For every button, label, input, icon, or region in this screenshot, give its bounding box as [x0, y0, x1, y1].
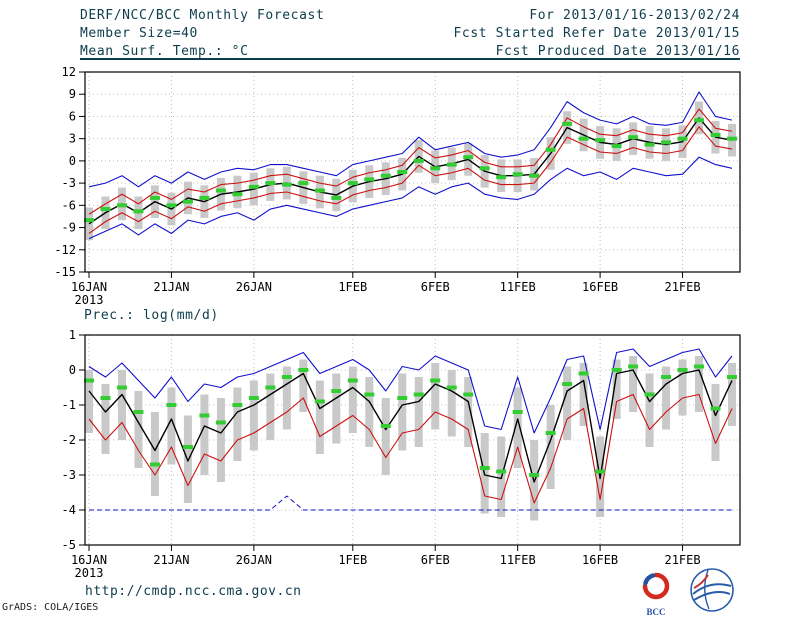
member-size-label: Member Size=40 — [80, 26, 198, 41]
svg-text:6: 6 — [69, 109, 76, 123]
fcst-started-label: Fcst Started Refer Date 2013/01/15 — [453, 26, 740, 41]
svg-text:-1: -1 — [62, 398, 76, 412]
page-title: DERF/NCC/BCC Monthly Forecast — [80, 8, 325, 23]
svg-text:12: 12 — [62, 65, 76, 79]
svg-text:21JAN: 21JAN — [153, 280, 189, 294]
header-divider — [80, 58, 740, 60]
svg-text:-3: -3 — [62, 468, 76, 482]
svg-text:16FEB: 16FEB — [582, 280, 618, 294]
cma-globe-icon — [690, 568, 734, 612]
svg-text:-4: -4 — [62, 503, 76, 517]
svg-text:16FEB: 16FEB — [582, 553, 618, 567]
svg-text:16JAN: 16JAN — [71, 553, 107, 567]
cma-logo — [688, 566, 736, 614]
precip-chart-canvas: -5 -4 -3 -2 -1 0 1 16JAN 21JAN 26JAN 1FEB 6FEB 11FEB… — [62, 328, 741, 580]
svg-text:-5: -5 — [62, 538, 76, 552]
svg-text:21FEB: 21FEB — [664, 280, 700, 294]
svg-text:0: 0 — [69, 363, 76, 377]
svg-text:-2: -2 — [62, 433, 76, 447]
svg-text:-6: -6 — [62, 198, 76, 212]
svg-text:1: 1 — [69, 328, 76, 342]
variable-label: Mean Surf. Temp.: °C — [80, 44, 249, 59]
valid-range-label: For 2013/01/16-2013/02/24 — [529, 8, 740, 23]
bcc-swirl-icon: BCC — [642, 572, 670, 617]
svg-text:9: 9 — [69, 87, 76, 101]
precip-chart-title: Prec.: log(mm/d) — [84, 308, 219, 323]
svg-text:11FEB: 11FEB — [500, 553, 536, 567]
temperature-chart-canvas: -15 -12 -9 -6 -3 0 3 6 9 12 16JAN 21JAN 26JAN 1FEB 6FE… — [54, 65, 741, 307]
svg-text:-12: -12 — [54, 243, 76, 257]
fcst-produced-label: Fcst Produced Date 2013/01/16 — [495, 44, 740, 59]
svg-text:21FEB: 21FEB — [664, 553, 700, 567]
svg-text:-9: -9 — [62, 221, 76, 235]
svg-text:11FEB: 11FEB — [500, 280, 536, 294]
grads-credit: GrADS: COLA/IGES — [2, 602, 99, 613]
svg-text:1FEB: 1FEB — [338, 280, 367, 294]
svg-text:26JAN: 26JAN — [236, 280, 272, 294]
source-url: http://cmdp.ncc.cma.gov.cn — [85, 584, 302, 599]
svg-text:0: 0 — [69, 154, 76, 168]
svg-text:1FEB: 1FEB — [338, 553, 367, 567]
bcc-logo: BCC — [636, 570, 676, 618]
svg-text:6FEB: 6FEB — [421, 553, 450, 567]
svg-text:6FEB: 6FEB — [421, 280, 450, 294]
svg-text:-3: -3 — [62, 176, 76, 190]
svg-text:2013: 2013 — [75, 566, 104, 580]
bcc-logo-text: BCC — [646, 607, 665, 617]
svg-text:3: 3 — [69, 132, 76, 146]
svg-text:-15: -15 — [54, 265, 76, 279]
svg-text:2013: 2013 — [75, 293, 104, 307]
svg-text:26JAN: 26JAN — [236, 553, 272, 567]
svg-text:16JAN: 16JAN — [71, 280, 107, 294]
svg-text:21JAN: 21JAN — [153, 553, 189, 567]
